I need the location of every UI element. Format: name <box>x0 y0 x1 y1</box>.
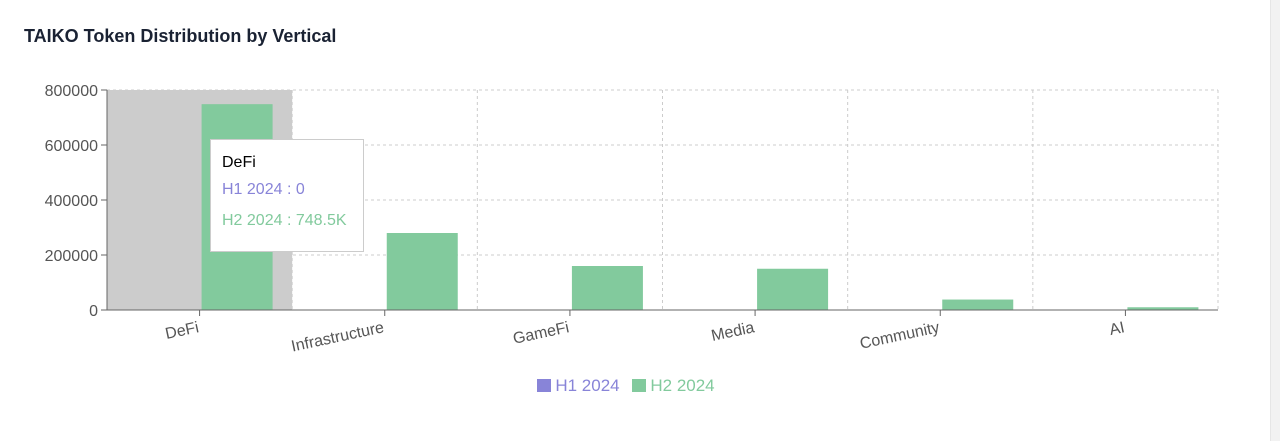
legend-swatch-h2 <box>632 379 647 392</box>
tooltip-h2-value: H2 2024 : 748.5K <box>222 212 347 229</box>
x-tick-label-community: Community <box>858 319 941 352</box>
bar-h2-ai <box>1127 307 1199 310</box>
x-tick-label-infrastructure: Infrastructure <box>290 319 386 355</box>
x-tick-label-media: Media <box>710 319 756 345</box>
tooltip-h1-value: H1 2024 : 0 <box>222 181 305 198</box>
x-tick-label-ai: AI <box>1108 319 1126 339</box>
legend-label-h2: H2 2024 <box>650 376 715 395</box>
bar-chart: 0 200000 400000 600000 800000 DeFi Infrastruct… <box>45 83 1219 356</box>
legend-swatch-h1 <box>537 379 552 392</box>
y-tick-label: 800000 <box>45 83 98 100</box>
chart-tooltip: DeFi H1 2024 : 0 H2 2024 : 748.5K <box>210 139 364 252</box>
legend-item-h2[interactable]: H2 2024 <box>632 376 715 396</box>
bar-h2-infrastructure <box>386 233 458 310</box>
bar-h2-media <box>757 268 829 310</box>
chart-title: TAIKO Token Distribution by Vertical <box>24 26 337 46</box>
y-tick-label: 400000 <box>45 193 98 210</box>
scrollbar-edge <box>1270 0 1280 441</box>
tooltip-title: DeFi <box>222 154 256 171</box>
bar-h2-gamefi <box>571 266 643 310</box>
legend-item-h1[interactable]: H1 2024 <box>537 376 620 396</box>
bar-h2-community <box>942 299 1014 310</box>
y-tick-label: 200000 <box>45 248 98 265</box>
chart-legend: H1 2024 H2 2024 <box>0 376 1252 396</box>
y-tick-label: 0 <box>89 303 98 320</box>
y-tick-label: 600000 <box>45 138 98 155</box>
legend-label-h1: H1 2024 <box>555 376 620 395</box>
x-tick-label-gamefi: GameFi <box>512 319 571 347</box>
x-tick-label-defi: DeFi <box>164 319 201 343</box>
